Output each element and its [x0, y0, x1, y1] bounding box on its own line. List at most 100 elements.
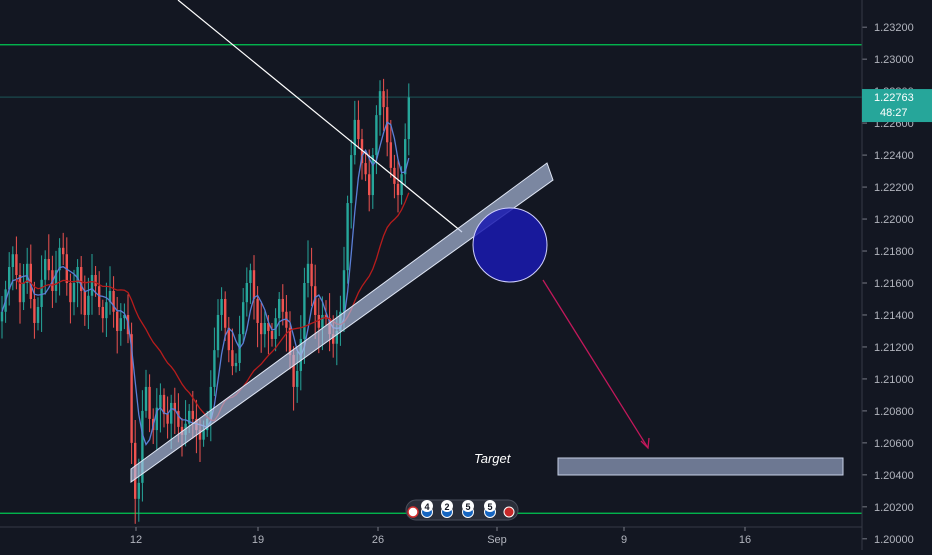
candle-body	[40, 279, 43, 307]
candle-body	[335, 330, 338, 344]
candle-body	[288, 327, 292, 355]
candle	[310, 247, 313, 307]
event-flags[interactable]: 4 2 5 5	[405, 499, 519, 521]
candle-body	[0, 311, 4, 322]
drawings-layer[interactable]: Target	[130, 0, 844, 483]
candle-body	[332, 334, 335, 344]
candle-body	[137, 482, 140, 499]
flag-count: 4	[424, 502, 429, 512]
highlight-circle[interactable]	[472, 207, 548, 283]
candle-body	[346, 203, 349, 271]
candle	[249, 263, 252, 304]
candle	[382, 78, 385, 131]
candle-body	[198, 430, 202, 440]
y-tick-label: 1.20600	[874, 438, 914, 450]
candle-body	[58, 247, 61, 271]
flag-uk-icon[interactable]	[503, 506, 515, 518]
x-tick-label: 19	[252, 534, 264, 546]
candle-body	[148, 386, 151, 419]
candle-body	[292, 354, 295, 387]
candle-body	[404, 139, 407, 175]
flag-count-badge	[462, 500, 474, 512]
candle	[346, 195, 349, 284]
candle	[353, 100, 356, 165]
candle	[306, 240, 310, 298]
flag-count-badge	[441, 500, 453, 512]
candle-body	[407, 97, 410, 140]
candle	[389, 119, 392, 178]
candle	[231, 328, 234, 376]
candle	[29, 244, 32, 309]
candle	[87, 277, 90, 330]
candle-body	[386, 107, 389, 143]
candle-body	[54, 270, 58, 291]
candle-body	[72, 282, 76, 303]
candle-body	[389, 142, 392, 168]
price-axis[interactable]: 1.232001.230001.228001.226001.224001.222…	[861, 0, 932, 550]
candle	[0, 295, 4, 339]
candle-body	[90, 275, 94, 296]
candle-body	[26, 263, 29, 283]
target-box[interactable]	[557, 457, 844, 476]
candle	[227, 316, 230, 363]
ascending-channel[interactable]	[130, 162, 554, 483]
candle	[216, 299, 220, 358]
descending-trendline[interactable]	[177, 0, 463, 233]
candle	[123, 303, 126, 330]
candle	[220, 287, 223, 331]
candle-body	[267, 322, 270, 331]
candle-body	[87, 295, 90, 315]
time-axis[interactable]: 12 19 26 Sep 9 16	[0, 526, 862, 546]
y-tick-label: 1.20400	[874, 470, 914, 482]
y-tick-label: 1.22200	[874, 182, 914, 194]
candle	[90, 254, 94, 315]
candle	[47, 234, 50, 281]
candle	[360, 128, 364, 180]
candle-body	[202, 430, 205, 440]
last-price-badge[interactable]	[862, 89, 932, 123]
candle-body	[321, 314, 324, 328]
candle	[357, 100, 360, 149]
candle-body	[357, 119, 360, 140]
candle-body	[278, 298, 281, 319]
candle-body	[364, 163, 367, 175]
candle-body	[130, 334, 133, 443]
candle-body	[123, 314, 126, 319]
candle-body	[242, 302, 245, 335]
candle-body	[400, 174, 403, 196]
candle-body	[220, 298, 223, 315]
candle	[141, 390, 144, 502]
candle	[36, 297, 40, 331]
y-tick-label: 1.22000	[874, 214, 914, 226]
candle	[245, 267, 248, 317]
candle-body	[36, 306, 40, 323]
x-tick-label: 9	[621, 534, 627, 546]
candle-body	[310, 263, 313, 287]
candle	[350, 139, 353, 229]
candle-body	[94, 275, 97, 287]
projection-arrow-head	[640, 437, 650, 450]
candle-body	[112, 290, 115, 312]
candle-body	[15, 254, 18, 275]
candle-body	[234, 362, 238, 367]
flag-us-icon[interactable]	[407, 506, 419, 518]
candle	[260, 302, 263, 353]
candle	[72, 269, 76, 316]
candle	[116, 296, 119, 354]
candle-body	[281, 298, 284, 312]
countdown-value: 48:27	[880, 107, 908, 119]
candle-body	[353, 119, 356, 156]
candle-body	[141, 410, 144, 483]
candle-body	[249, 270, 252, 283]
y-tick-label: 1.21400	[874, 310, 914, 322]
candle-body	[188, 410, 191, 424]
candle-body	[47, 259, 50, 271]
candle	[108, 266, 112, 315]
projection-arrow-line[interactable]	[542, 279, 649, 449]
y-tick-label: 1.20000	[874, 534, 914, 546]
candle-body	[166, 414, 169, 424]
candle-body	[245, 282, 248, 303]
candle	[314, 264, 317, 339]
